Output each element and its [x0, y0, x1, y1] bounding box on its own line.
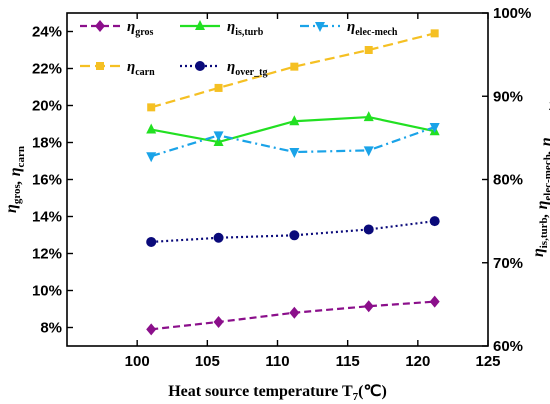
- legend-swatch-marker: [96, 62, 104, 70]
- legend-label: ηelec-mech: [347, 19, 398, 38]
- series-is-turb: [146, 111, 440, 147]
- left-y-tick-label: 22%: [32, 61, 62, 78]
- x-axis: 100 105 110 115 120 125: [125, 13, 501, 370]
- right-y-tick-label: 100%: [493, 5, 531, 22]
- series-line: [151, 220, 435, 244]
- right-y-tick-label: 80%: [493, 172, 523, 189]
- data-point: [290, 62, 299, 71]
- data-point: [147, 103, 156, 112]
- data-point: [146, 152, 157, 163]
- series-over-tg: [146, 216, 440, 247]
- data-point: [146, 236, 157, 247]
- data-point: [213, 131, 224, 142]
- x-tick-label: 105: [195, 353, 220, 370]
- series-line: [150, 32, 435, 109]
- data-point: [146, 323, 157, 336]
- legend-label: ηover_tg: [227, 59, 267, 78]
- data-point: [289, 148, 300, 159]
- left-y-axis-title: ηgros, ηcarn: [3, 146, 27, 213]
- x-tick-label: 110: [265, 353, 289, 370]
- data-point: [289, 306, 300, 319]
- series-layer: [146, 29, 440, 336]
- legend-label: ηis,turb: [227, 19, 264, 38]
- left-y-tick-label: 12%: [32, 246, 62, 263]
- x-axis-title: Heat source temperature T7(℃): [168, 383, 387, 403]
- data-point: [429, 123, 440, 134]
- left-y-tick-label: 10%: [32, 283, 62, 300]
- left-y-tick-label: 16%: [32, 172, 62, 189]
- legend-swatch-marker: [315, 22, 325, 32]
- series-elec-mech: [146, 123, 440, 163]
- data-point: [429, 216, 440, 227]
- data-point: [364, 46, 373, 54]
- data-point: [363, 111, 374, 122]
- left-y-tick-label: 24%: [32, 24, 62, 41]
- left-y-tick-label: 14%: [32, 209, 62, 226]
- right-y-axis: 60% 70% 80% 90% 100%: [482, 5, 531, 355]
- legend-swatch-marker: [195, 20, 205, 30]
- x-tick-label: 120: [405, 353, 430, 370]
- legend-item: ηcarn: [80, 59, 155, 78]
- x-tick-label: 125: [475, 353, 500, 370]
- series-gros: [146, 295, 440, 336]
- x-tick-label: 115: [336, 353, 360, 370]
- data-point: [363, 146, 374, 157]
- data-point: [430, 29, 439, 38]
- data-point: [429, 295, 440, 308]
- legend-label: ηcarn: [127, 59, 155, 78]
- axis-titles: Heat source temperature T7(℃) ηgros, ηcar…: [3, 101, 550, 403]
- data-point: [146, 123, 157, 134]
- data-point: [213, 315, 224, 328]
- legend: ηgros ηcarn ηis,turb ηover_tg ηelec-mech: [80, 19, 398, 78]
- right-y-tick-label: 90%: [493, 88, 523, 105]
- data-point: [213, 232, 224, 243]
- right-y-tick-label: 60%: [493, 338, 523, 355]
- data-point: [363, 224, 374, 235]
- legend-item: ηelec-mech: [300, 19, 398, 38]
- legend-swatch-marker: [95, 20, 105, 32]
- legend-label: ηgros: [127, 19, 153, 38]
- data-point: [289, 115, 300, 126]
- data-point: [214, 83, 223, 92]
- data-point: [363, 300, 374, 313]
- legend-item: ηgros: [80, 19, 153, 38]
- series-carn: [147, 29, 439, 112]
- left-y-axis: 8% 10% 12% 14% 16% 18% 20% 22% 24%: [32, 24, 73, 337]
- right-y-tick-label: 70%: [493, 255, 523, 272]
- left-y-tick-label: 20%: [32, 98, 62, 115]
- x-tick-label: 100: [125, 353, 150, 370]
- legend-item: ηover_tg: [180, 59, 267, 78]
- left-y-tick-label: 18%: [32, 135, 62, 152]
- data-point: [289, 230, 300, 241]
- left-y-tick-label: 8%: [40, 320, 62, 337]
- legend-swatch-marker: [195, 61, 205, 71]
- legend-item: ηis,turb: [180, 19, 264, 38]
- right-y-axis-title: ηis,turb, ηelec-mech, ηover_tg: [530, 101, 550, 257]
